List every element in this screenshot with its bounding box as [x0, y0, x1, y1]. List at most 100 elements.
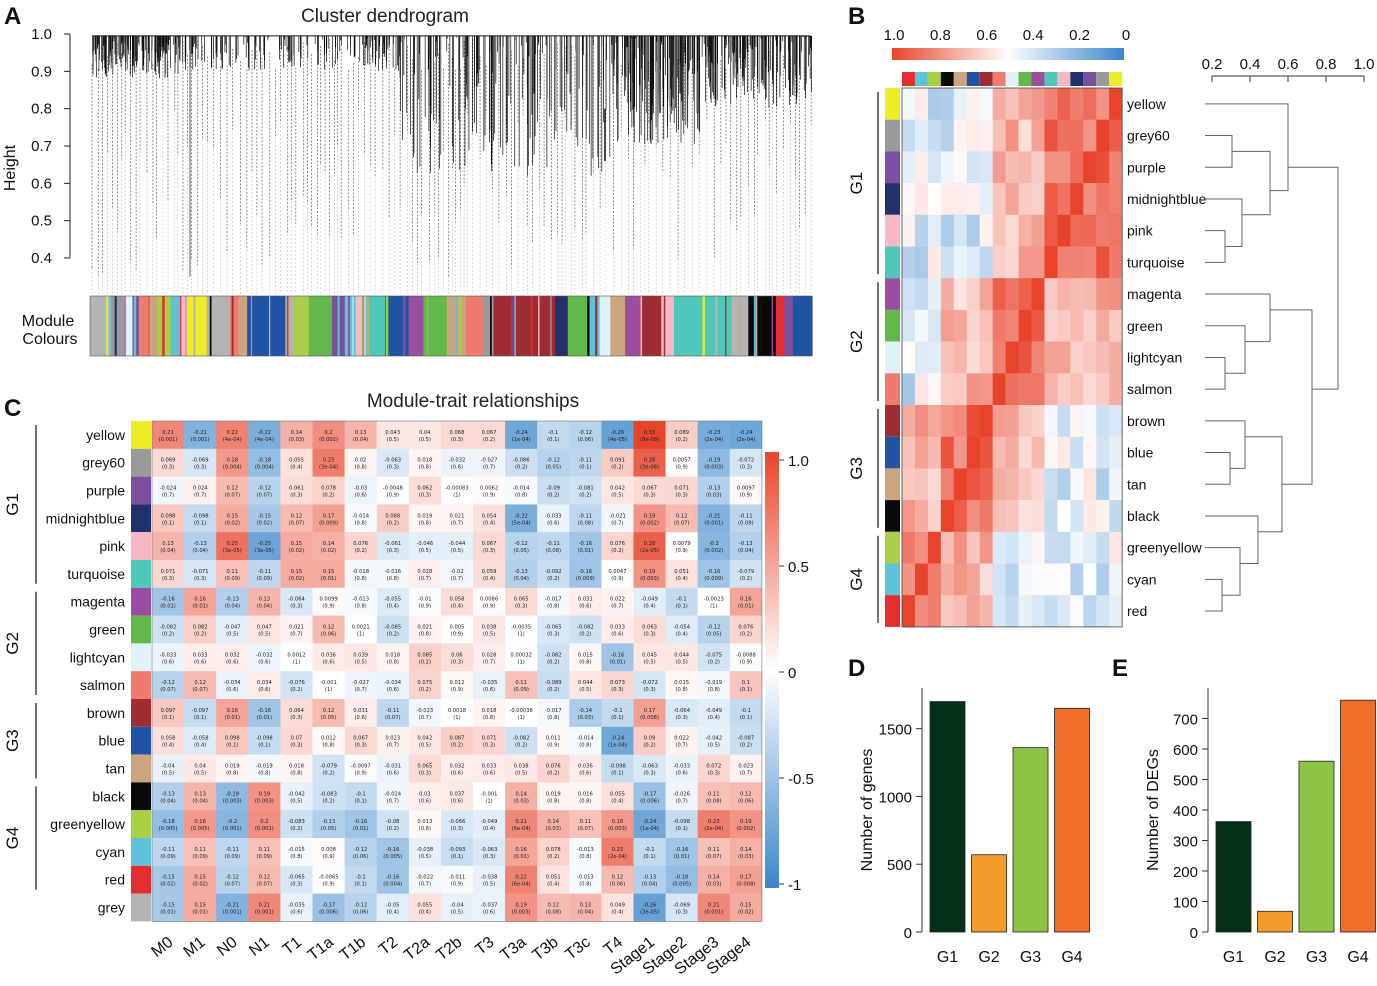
trait-heat-cell: [344, 838, 377, 867]
trait-cell-pvalue: (1): [517, 659, 524, 665]
trait-cell-pvalue: (0.05): [706, 632, 722, 638]
trait-cell-pvalue: (0.7): [419, 882, 431, 888]
eigengene-cell: [914, 468, 929, 501]
trait-cell-correlation: -0.013: [577, 875, 594, 881]
trait-heat-cell: [440, 865, 474, 894]
trait-cell-correlation: 0.0099: [319, 597, 337, 603]
trait-cell-correlation: -0.063: [481, 847, 498, 853]
trait-cell-correlation: 0.042: [610, 486, 625, 492]
trait-heat-cell: [408, 643, 442, 672]
trait-heat-cell: [537, 615, 570, 644]
eigengene-cell: [1070, 214, 1084, 247]
trait-cell-pvalue: (5e-04): [512, 520, 531, 526]
trait-row-color-midnightblue: [131, 504, 151, 533]
trait-cell-pvalue: (0.1): [611, 771, 623, 777]
trait-cell-correlation: 0.09: [644, 736, 656, 742]
eigengene-cell: [902, 373, 916, 406]
trait-cell-pvalue: (0.3): [643, 687, 655, 693]
trait-cell-correlation: -0.23: [707, 430, 720, 436]
trait-cell-pvalue: (6e-04): [512, 826, 531, 832]
module-colour-segment: [170, 296, 182, 356]
trait-heat-cell: [152, 810, 185, 839]
trait-cell-correlation: 0.051: [546, 875, 561, 881]
eigengene-cell: [940, 214, 955, 247]
eigengene-cell: [1109, 151, 1123, 184]
trait-cell-pvalue: (0.3): [290, 604, 302, 610]
trait-cell-correlation: -0.12: [354, 903, 367, 909]
trait-heat-cell: [537, 643, 570, 672]
eigengene-cell: [1109, 119, 1123, 152]
eigengene-cell: [902, 563, 916, 596]
eigengene-top-color-blue: [966, 72, 980, 86]
trait-heat-cell: [665, 615, 698, 644]
trait-heat-cell: [216, 615, 249, 644]
trait-cell-correlation: -0.064: [673, 708, 690, 714]
trait-heat-cell: [633, 699, 666, 728]
trait-heat-cell: [729, 699, 763, 728]
degs-chart-ytick-label: 0: [1190, 925, 1198, 942]
trait-heat-cell: [184, 587, 217, 616]
eigengene-top-color-midnightblue: [1070, 72, 1084, 86]
trait-heat-cell: [312, 448, 345, 477]
trait-cell-correlation: 0.22: [515, 875, 527, 881]
eigengene-cell: [1083, 531, 1097, 564]
eigengene-row-color-green: [885, 309, 900, 342]
trait-heat-cell: [280, 560, 313, 589]
trait-cell-correlation: 0.049: [610, 903, 625, 909]
trait-heat-cell: [665, 893, 698, 922]
module-colour-segment: [408, 296, 424, 356]
eigengene-cell: [940, 405, 955, 437]
trait-heat-cell: [537, 699, 570, 728]
dendrogram-ytick-label: 0.5: [31, 213, 52, 230]
eigengene-cell: [1031, 119, 1045, 152]
trait-heat-cell: [280, 782, 313, 811]
trait-heat-cell: [729, 560, 763, 589]
eigengene-tree-branch: [1205, 547, 1241, 596]
trait-cell-pvalue: (0.01): [160, 604, 176, 610]
trait-cell-pvalue: (0.1): [547, 437, 559, 443]
genes-chart-ytick-label: 1000: [879, 789, 912, 806]
degs-chart-bar-G3: [1298, 760, 1335, 933]
eigengene-top-color-magenta: [1031, 72, 1045, 86]
eigengene-cell: [940, 468, 955, 501]
trait-heat-cell: [248, 810, 281, 839]
trait-cell-correlation: 0.033: [610, 625, 625, 631]
module-colour-stripe: [352, 296, 354, 356]
trait-cell-pvalue: (0.03): [738, 854, 754, 860]
module-colour-segment: [625, 296, 643, 356]
eigengene-cell: [953, 309, 968, 342]
trait-cell-correlation: -0.15: [161, 875, 174, 881]
genes-chart-ytick-label: 500: [887, 857, 912, 874]
trait-cell-correlation: 0.11: [708, 847, 720, 853]
module-colour-stripe: [587, 296, 590, 356]
trait-cell-correlation: 0.088: [385, 513, 400, 519]
eigengene-cell: [1070, 595, 1084, 628]
trait-cell-pvalue: (2e-04): [736, 437, 755, 443]
trait-legend-tick-label: 0: [788, 665, 796, 682]
trait-cell-pvalue: (0.3): [643, 771, 655, 777]
trait-heat-cell: [729, 893, 763, 922]
trait-cell-pvalue: (0.7): [387, 743, 399, 749]
trait-cell-pvalue: (0.6): [579, 604, 591, 610]
eigengene-cell: [1005, 531, 1019, 564]
trait-cell-correlation: -0.058: [192, 736, 209, 742]
trait-cell-correlation: -0.16: [258, 708, 271, 714]
trait-cell-correlation: 0.069: [161, 458, 176, 464]
trait-cell-pvalue: (0.8): [419, 520, 431, 526]
trait-heat-cell: [665, 421, 698, 450]
trait-cell-pvalue: (0.04): [642, 882, 658, 888]
eigengene-cell: [940, 309, 955, 342]
trait-heat-cell: [376, 838, 410, 867]
eigengene-cell: [1096, 405, 1110, 437]
trait-heat-cell: [376, 643, 410, 672]
eigengene-cell: [1005, 119, 1019, 152]
trait-cell-pvalue: (0.001): [704, 520, 723, 526]
trait-cell-pvalue: (0.009): [704, 576, 723, 582]
module-trait-panel: Module-trait relationships yellowgrey60p…: [3, 391, 814, 978]
trait-heat-cell: [312, 615, 345, 644]
trait-heat-cell: [569, 504, 602, 533]
trait-heat-cell: [537, 838, 570, 867]
eigengene-cell: [992, 405, 1006, 437]
trait-heat-cell: [473, 421, 506, 450]
